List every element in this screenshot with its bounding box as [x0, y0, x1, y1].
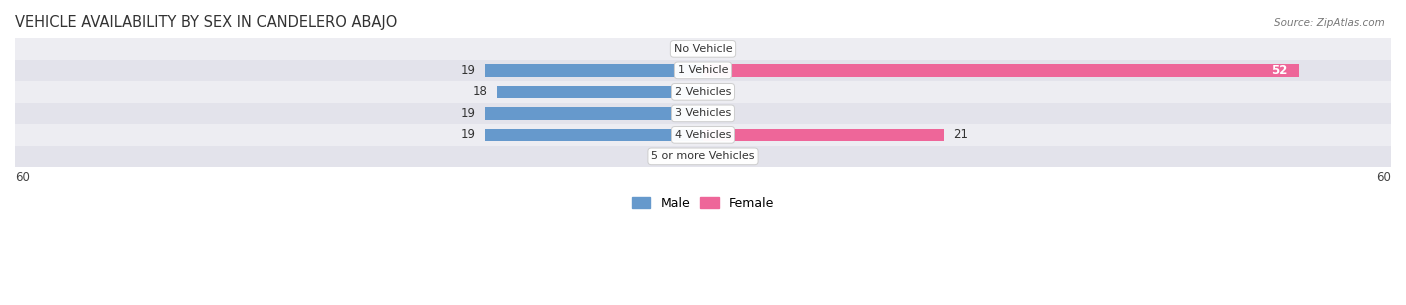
Text: 0: 0	[686, 150, 693, 163]
Text: 5 or more Vehicles: 5 or more Vehicles	[651, 151, 755, 161]
Bar	[0, 81, 1406, 102]
Text: 60: 60	[15, 171, 30, 184]
Bar	[485, 107, 703, 120]
Text: 0: 0	[713, 107, 720, 120]
Text: 4 Vehicles: 4 Vehicles	[675, 130, 731, 140]
Bar	[485, 64, 703, 77]
Text: 21: 21	[953, 128, 967, 141]
Bar	[0, 38, 1406, 59]
Text: 19: 19	[461, 64, 477, 77]
Text: 1 Vehicle: 1 Vehicle	[678, 65, 728, 75]
Bar	[703, 64, 1299, 77]
Bar	[0, 102, 1406, 124]
Text: 0: 0	[713, 42, 720, 56]
Bar	[496, 86, 703, 98]
Text: VEHICLE AVAILABILITY BY SEX IN CANDELERO ABAJO: VEHICLE AVAILABILITY BY SEX IN CANDELERO…	[15, 15, 398, 30]
Text: 52: 52	[1271, 64, 1288, 77]
Text: 60: 60	[1376, 171, 1391, 184]
Text: 0: 0	[686, 42, 693, 56]
Legend: Male, Female: Male, Female	[627, 192, 779, 215]
Text: 18: 18	[472, 85, 488, 98]
Bar	[0, 59, 1406, 81]
Bar	[485, 129, 703, 141]
Text: 19: 19	[461, 107, 477, 120]
Text: 0: 0	[713, 85, 720, 98]
Bar	[703, 129, 943, 141]
Text: 0: 0	[713, 150, 720, 163]
Text: No Vehicle: No Vehicle	[673, 44, 733, 54]
Bar	[0, 145, 1406, 167]
Text: 3 Vehicles: 3 Vehicles	[675, 108, 731, 118]
Text: 2 Vehicles: 2 Vehicles	[675, 87, 731, 97]
Text: 19: 19	[461, 128, 477, 141]
Bar	[0, 124, 1406, 145]
Text: Source: ZipAtlas.com: Source: ZipAtlas.com	[1274, 18, 1385, 28]
